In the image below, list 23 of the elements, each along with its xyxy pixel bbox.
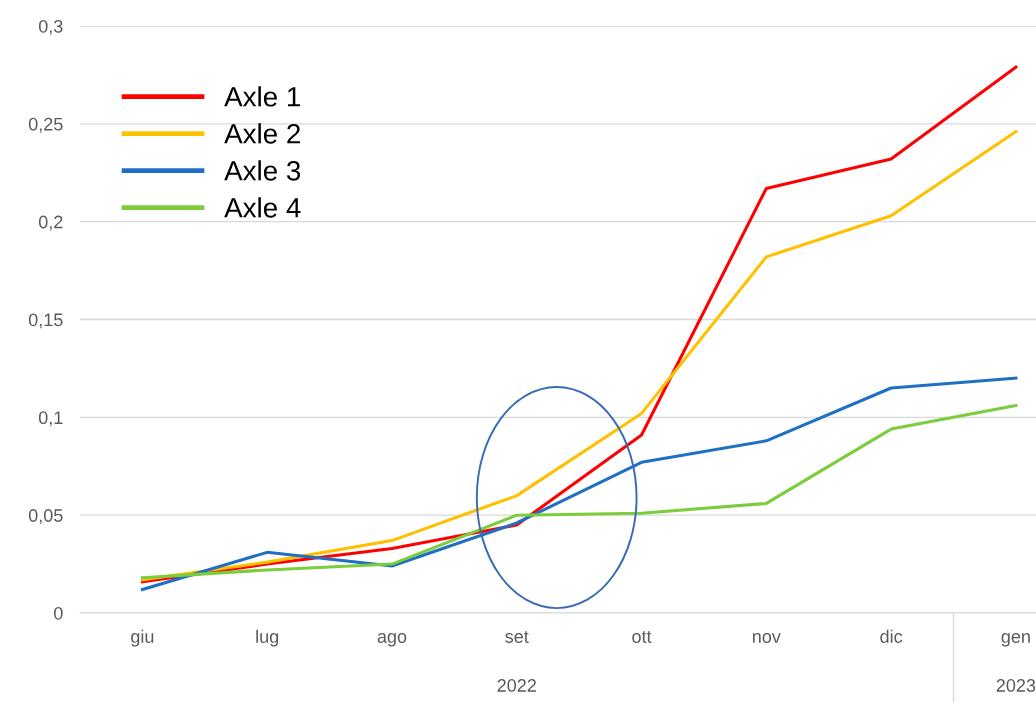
x-tick-label: gen (1001, 633, 1030, 647)
line-series (140, 376, 1018, 592)
y-tick-label: 0,15 (28, 313, 63, 329)
line-series (140, 404, 1018, 580)
legend-label: Axle 3 (224, 160, 301, 181)
legend-label: Axle 1 (224, 86, 300, 107)
x-tick-label: lug (256, 629, 279, 647)
y-tick-label: 0 (54, 606, 63, 620)
x-tick-label: set (505, 631, 529, 643)
x-tick-label: ott (632, 631, 652, 643)
legend-label: Axle 4 (224, 197, 301, 218)
y-tick-label: 0,2 (38, 215, 63, 231)
y-tick-label: 0,05 (28, 509, 63, 525)
y-tick-label: 0,1 (38, 411, 63, 427)
y-tick-label: 0,25 (28, 117, 63, 133)
x-tick-label: nov (752, 633, 781, 643)
legend-label: Axle 2 (224, 123, 300, 144)
text: 2022 (497, 679, 536, 692)
y-tick-label: 0,3 (38, 19, 63, 35)
x-tick-label: ago (377, 633, 407, 647)
text: 2023 (996, 679, 1036, 692)
x-tick-label: giu (131, 629, 154, 647)
x-tick-label: dic (880, 629, 903, 643)
